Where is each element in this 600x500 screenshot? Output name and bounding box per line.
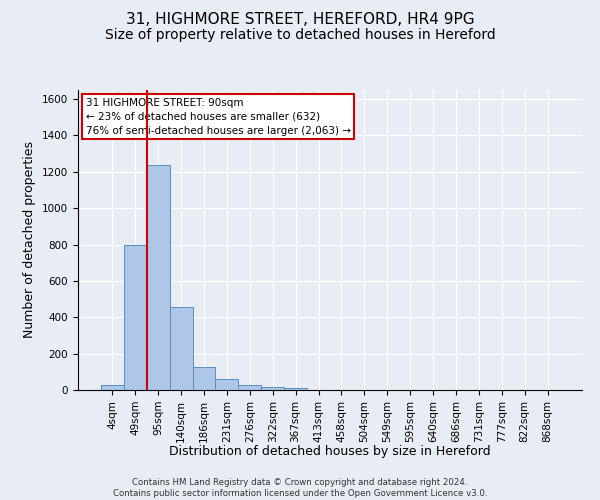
Bar bbox=[261, 386, 284, 390]
Bar bbox=[170, 308, 193, 390]
Y-axis label: Number of detached properties: Number of detached properties bbox=[23, 142, 37, 338]
Bar bbox=[215, 380, 238, 390]
Text: Size of property relative to detached houses in Hereford: Size of property relative to detached ho… bbox=[104, 28, 496, 42]
Bar bbox=[193, 368, 215, 390]
X-axis label: Distribution of detached houses by size in Hereford: Distribution of detached houses by size … bbox=[169, 444, 491, 458]
Text: 31 HIGHMORE STREET: 90sqm
← 23% of detached houses are smaller (632)
76% of semi: 31 HIGHMORE STREET: 90sqm ← 23% of detac… bbox=[86, 98, 350, 136]
Text: Contains HM Land Registry data © Crown copyright and database right 2024.
Contai: Contains HM Land Registry data © Crown c… bbox=[113, 478, 487, 498]
Bar bbox=[124, 244, 147, 390]
Bar bbox=[101, 386, 124, 390]
Bar bbox=[147, 164, 170, 390]
Text: 31, HIGHMORE STREET, HEREFORD, HR4 9PG: 31, HIGHMORE STREET, HEREFORD, HR4 9PG bbox=[125, 12, 475, 28]
Bar bbox=[238, 385, 261, 390]
Bar bbox=[284, 388, 307, 390]
